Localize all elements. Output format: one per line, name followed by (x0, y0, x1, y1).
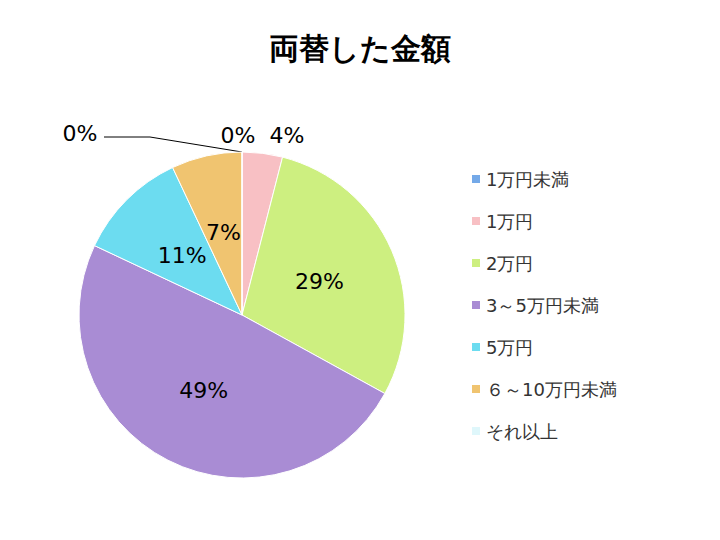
svg-text:49%: 49% (179, 378, 228, 403)
svg-text:3～5万円未満: 3～5万円未満 (486, 295, 599, 316)
svg-text:11%: 11% (158, 243, 207, 268)
svg-text:5万円: 5万円 (486, 337, 533, 358)
svg-text:29%: 29% (295, 269, 344, 294)
svg-text:1万円: 1万円 (486, 211, 533, 232)
svg-text:両替した金額: 両替した金額 (269, 31, 451, 66)
svg-text:7%: 7% (206, 220, 241, 245)
svg-text:それ以上: それ以上 (486, 421, 558, 442)
svg-text:６～10万円未満: ６～10万円未満 (486, 379, 617, 400)
svg-text:1万円未満: 1万円未満 (486, 169, 569, 190)
svg-text:2万円: 2万円 (486, 253, 533, 274)
svg-text:0%: 0% (63, 121, 98, 146)
svg-text:4%: 4% (270, 123, 305, 148)
svg-text:0%: 0% (221, 123, 256, 148)
